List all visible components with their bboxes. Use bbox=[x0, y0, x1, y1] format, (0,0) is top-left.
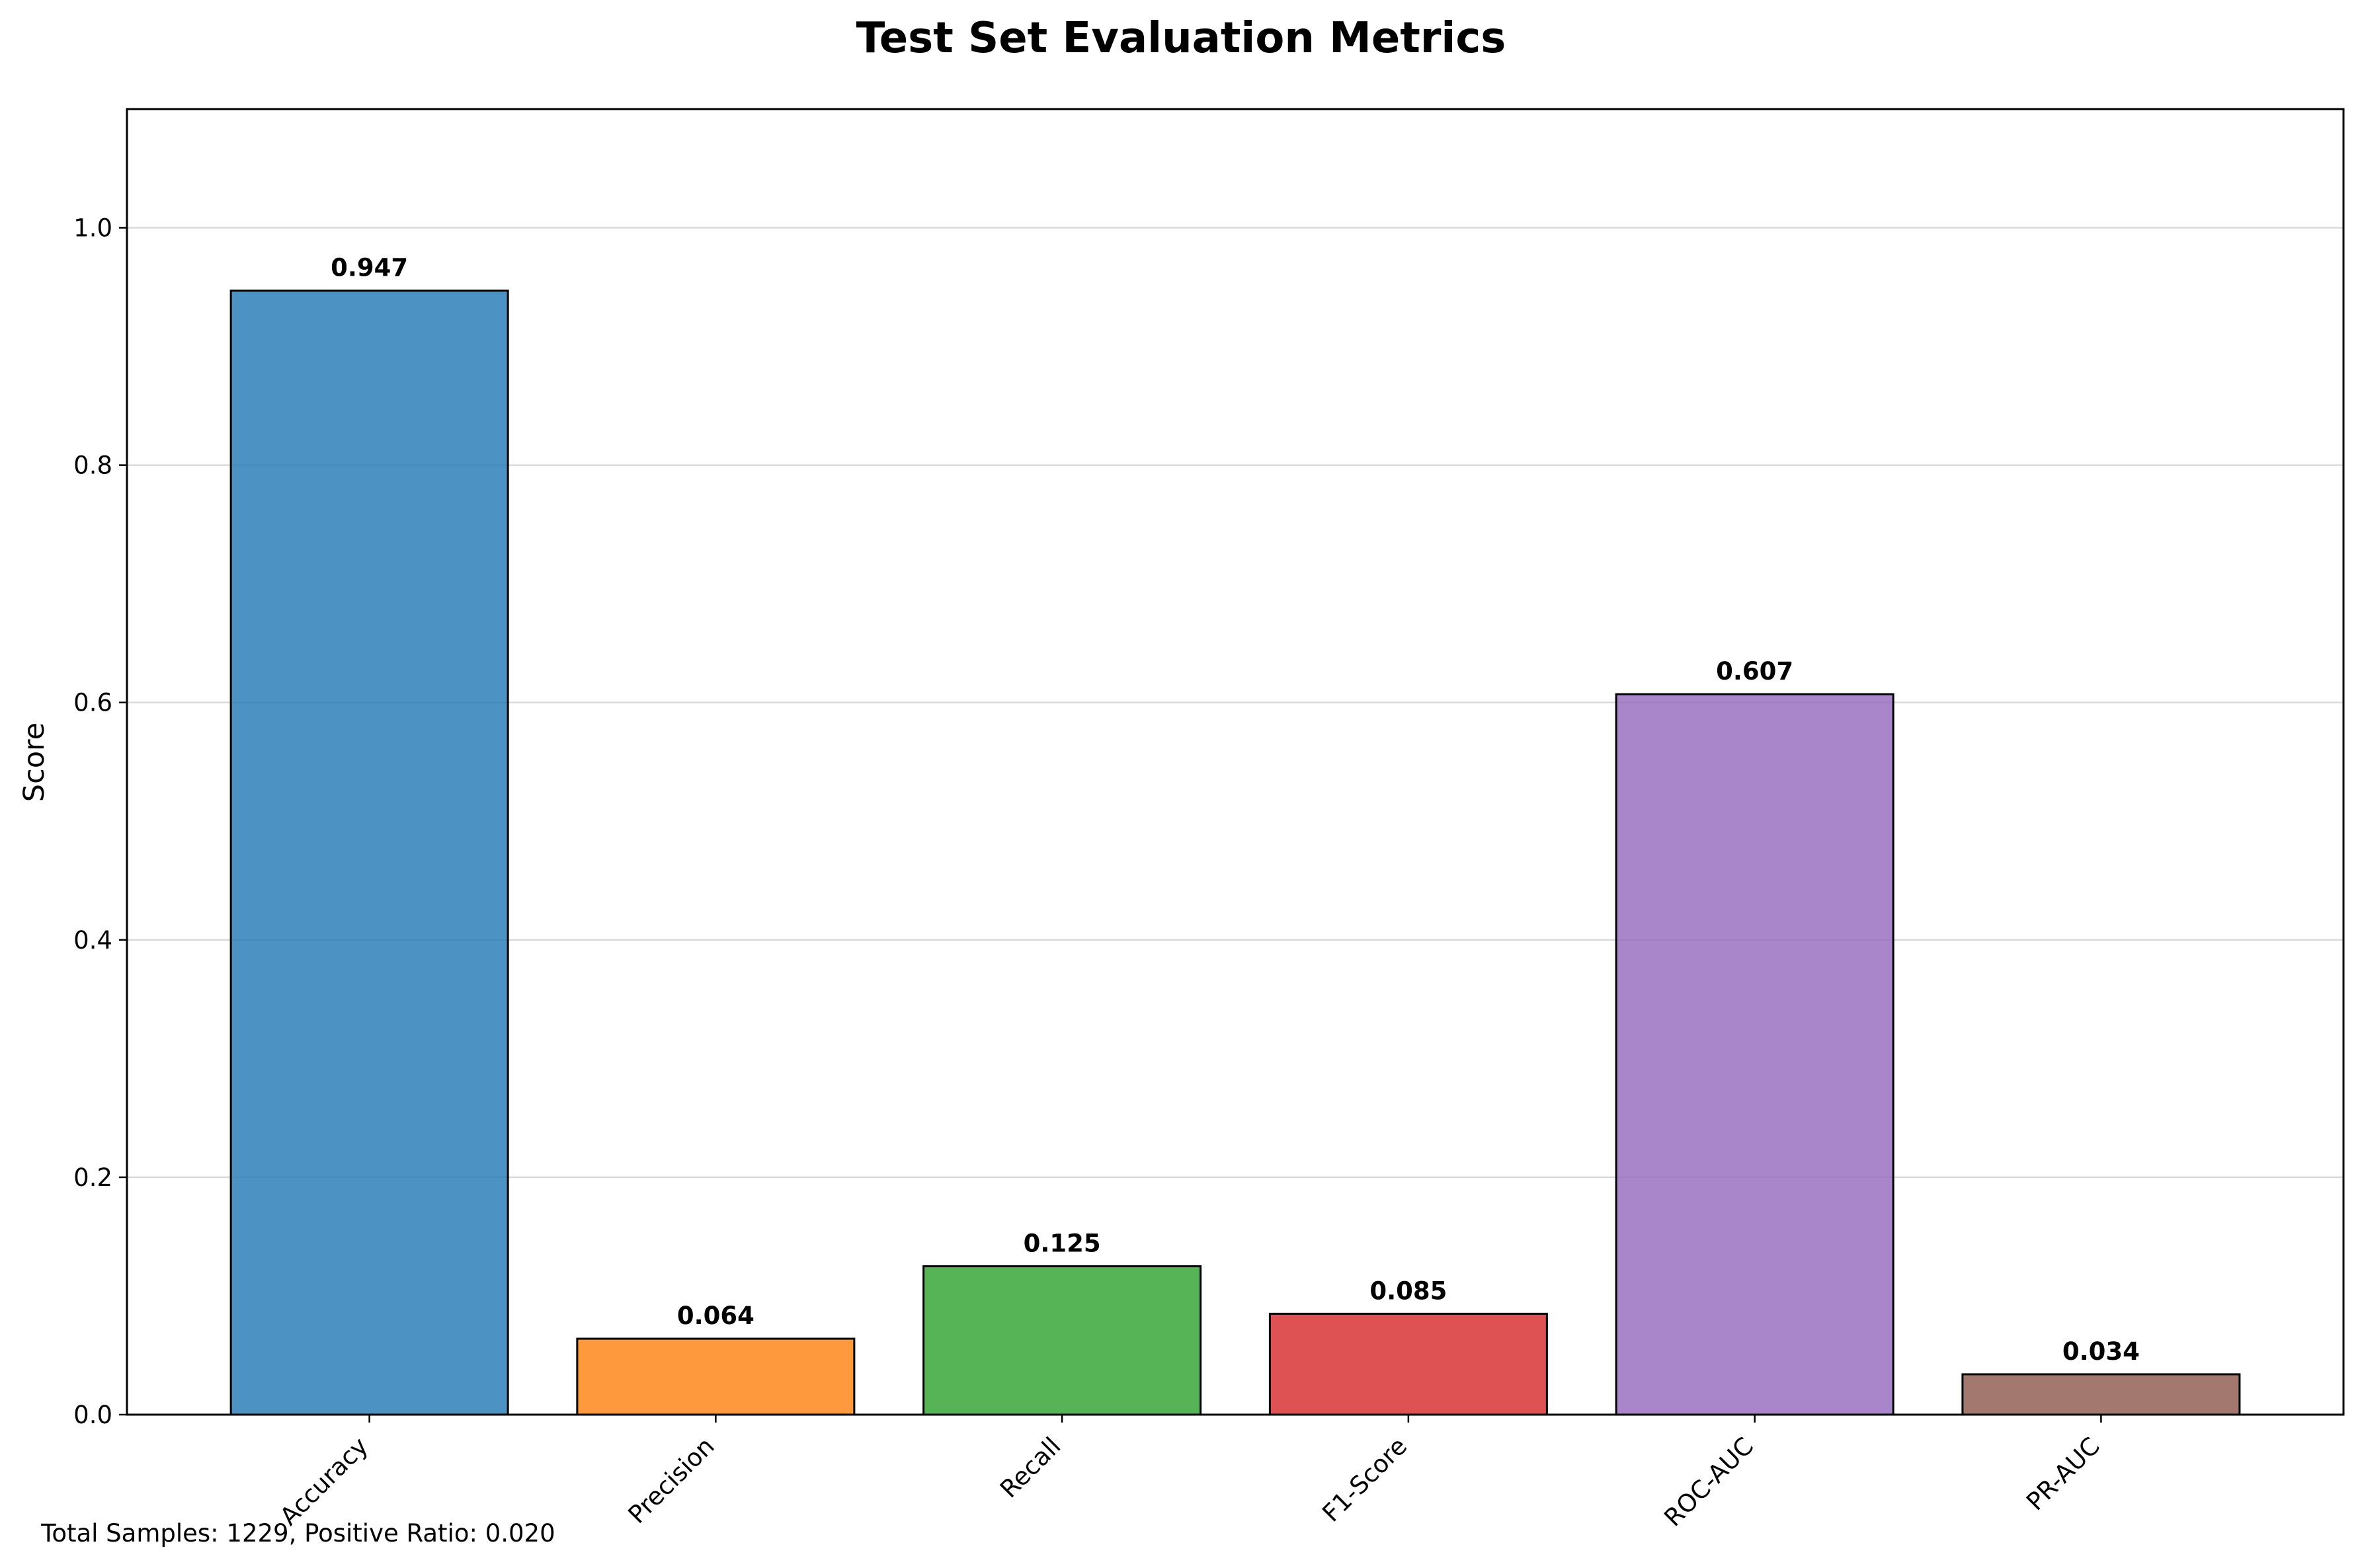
value-label: 0.607 bbox=[1716, 657, 1793, 686]
x-tick-label: PR-AUC bbox=[2021, 1432, 2105, 1516]
bar-recall bbox=[922, 1265, 1202, 1416]
value-label: 0.034 bbox=[2062, 1337, 2140, 1366]
value-label: 0.064 bbox=[677, 1302, 754, 1330]
bar-precision bbox=[576, 1337, 856, 1416]
y-tick-label: 0.4 bbox=[73, 926, 112, 955]
y-tick-label: 0.6 bbox=[73, 689, 112, 717]
y-tick-label: 0.0 bbox=[73, 1401, 112, 1429]
x-tick-label: Precision bbox=[623, 1432, 720, 1529]
y-tick-label: 0.2 bbox=[73, 1163, 112, 1192]
x-tick-label: Accuracy bbox=[274, 1432, 374, 1531]
chart-title: Test Set Evaluation Metrics bbox=[856, 14, 1506, 63]
value-label: 0.947 bbox=[331, 254, 408, 282]
bar-accuracy bbox=[229, 290, 509, 1416]
bar-pr-auc bbox=[1961, 1373, 2241, 1416]
value-label: 0.125 bbox=[1024, 1230, 1101, 1258]
x-tick-label: ROC-AUC bbox=[1658, 1432, 1759, 1532]
x-tick-label: Recall bbox=[995, 1432, 1066, 1503]
bar-roc-auc bbox=[1615, 693, 1894, 1416]
footer-text: Total Samples: 1229, Positive Ratio: 0.0… bbox=[40, 1519, 555, 1548]
x-tick-label: F1-Score bbox=[1317, 1432, 1412, 1528]
value-labels: 0.947 0.064 0.125 0.085 0.607 0.034 bbox=[331, 254, 2140, 1366]
bars bbox=[229, 290, 2241, 1416]
y-axis-label: Score bbox=[18, 723, 51, 802]
bar-f1-score bbox=[1268, 1312, 1548, 1416]
plot-frame bbox=[126, 108, 2345, 1416]
x-axis: Accuracy Precision Recall F1-Score ROC-AUC PR… bbox=[274, 1415, 2105, 1532]
y-tick-label: 1.0 bbox=[73, 214, 112, 243]
value-label: 0.085 bbox=[1369, 1276, 1447, 1305]
y-axis: 0.0 0.2 0.4 0.6 0.8 1.0 bbox=[73, 214, 127, 1429]
y-tick-label: 0.8 bbox=[73, 451, 112, 480]
